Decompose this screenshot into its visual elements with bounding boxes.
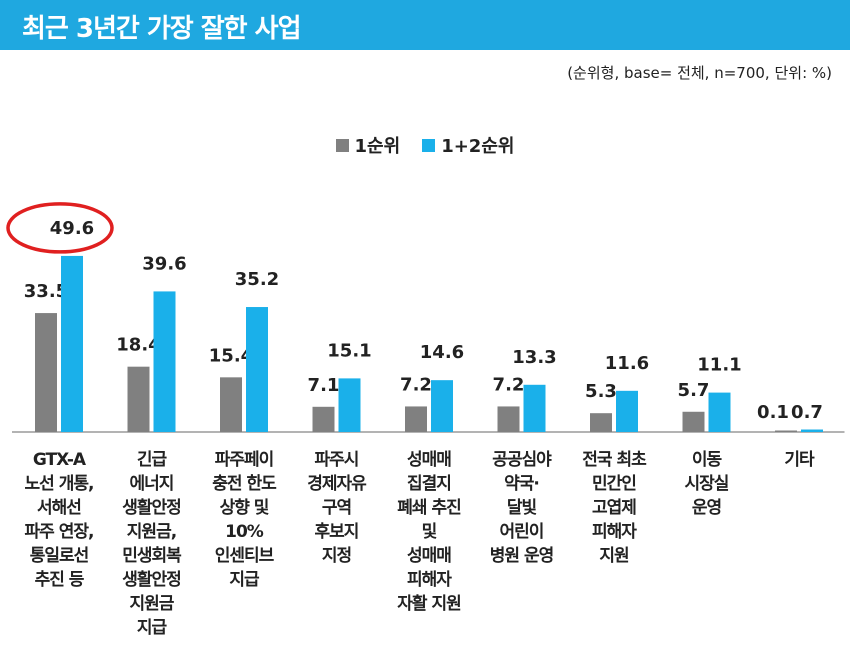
category-label-1: 긴급 에너지 생활안정 지원금, 민생회복 생활안정 지원금 지급 bbox=[122, 450, 182, 638]
bar-rank12-3 bbox=[338, 378, 361, 432]
bar-rank1-0 bbox=[35, 313, 57, 432]
bar-rank1-5 bbox=[497, 406, 520, 432]
page-title: 최근 3년간 가장 잘한 사업 bbox=[22, 14, 301, 44]
category-label-6: 전국 최초 민간인 고엽제 피해자 지원 bbox=[582, 450, 646, 566]
legend-label-rank12: 1+2순위 bbox=[441, 136, 515, 157]
category-label-3: 파주시 경제자유 구역 후보지 지정 bbox=[307, 450, 367, 566]
value-label-rank1-5: 7.2 bbox=[493, 374, 525, 395]
bar-rank1-6 bbox=[590, 413, 612, 432]
value-label-rank12-8: 0.7 bbox=[791, 402, 823, 423]
value-label-rank1-7: 5.7 bbox=[678, 380, 710, 401]
category-label-2: 파주페이 충전 한도 상향 및 10% 인센티브 지급 bbox=[212, 450, 276, 590]
bar-rank1-2 bbox=[220, 377, 242, 432]
title-bar: 최근 3년간 가장 잘한 사업 bbox=[0, 0, 850, 50]
highlight-circle bbox=[6, 202, 114, 254]
bar-rank1-3 bbox=[312, 406, 335, 432]
value-label-rank12-0: 49.6 bbox=[50, 218, 94, 239]
value-label-rank12-1: 39.6 bbox=[142, 253, 186, 274]
value-label-rank12-4: 14.6 bbox=[420, 342, 464, 363]
chart-subtitle: (순위형, base= 전체, n=700, 단위: %) bbox=[567, 64, 832, 82]
bar-rank12-4 bbox=[431, 380, 453, 432]
bar-rank12-2 bbox=[246, 307, 268, 432]
legend-item-rank12: 1+2순위 bbox=[422, 132, 514, 158]
bar-rank12-8 bbox=[801, 429, 823, 432]
legend-swatch-rank12 bbox=[422, 138, 436, 152]
legend-item-rank1: 1순위 bbox=[335, 132, 401, 158]
bar-rank12-1 bbox=[153, 291, 176, 432]
category-label-8: 기타 bbox=[784, 450, 814, 470]
value-label-rank12-3: 15.1 bbox=[327, 340, 371, 361]
bar-chart: 33.5 18.4 15.4 7.1 7.2 7.2 5.3 5.7 0.1 49.6 39.6 35… bbox=[6, 202, 845, 433]
category-label-5: 공공심야 약국· 달빛 어린이 병원 운영 bbox=[489, 450, 554, 566]
bar-rank12-5 bbox=[523, 384, 546, 432]
bar-rank1-4 bbox=[405, 406, 427, 432]
bar-rank1-7 bbox=[682, 411, 705, 432]
value-label-rank12-5: 13.3 bbox=[512, 347, 556, 368]
value-label-rank1-6: 5.3 bbox=[585, 381, 617, 402]
bar-rank12-7 bbox=[708, 392, 731, 432]
category-label-4: 성매매 집결지 폐쇄 추진 및 성매매 피해자 자활 지원 bbox=[397, 450, 461, 614]
bar-rank12-6 bbox=[616, 390, 638, 432]
bar-rank1-8 bbox=[775, 430, 797, 432]
value-label-rank1-4: 7.2 bbox=[400, 374, 432, 395]
value-label-rank1-8: 0.1 bbox=[757, 402, 789, 423]
value-label-rank1-1: 18.4 bbox=[116, 335, 160, 356]
category-label-7: 이동 시장실 운영 bbox=[684, 450, 730, 518]
legend: 1순위 1+2순위 bbox=[0, 132, 850, 158]
legend-swatch-rank1 bbox=[335, 138, 349, 152]
legend-label-rank1: 1순위 bbox=[354, 136, 401, 157]
value-label-rank1-3: 7.1 bbox=[308, 375, 340, 396]
bar-rank12-0 bbox=[61, 255, 83, 432]
bar-rank1-1 bbox=[127, 366, 150, 432]
category-label-0: GTX-A 노선 개통, 서해선 파주 연장, 통일로선 추진 등 bbox=[24, 450, 95, 590]
value-label-rank1-2: 15.4 bbox=[209, 345, 253, 366]
value-label-rank12-6: 11.6 bbox=[605, 353, 649, 374]
value-label-rank12-2: 35.2 bbox=[235, 269, 279, 290]
value-label-rank1-0: 33.5 bbox=[24, 281, 68, 302]
value-label-rank12-7: 11.1 bbox=[697, 355, 741, 376]
category-labels: GTX-A 노선 개통, 서해선 파주 연장, 통일로선 추진 등 긴급 에너지 … bbox=[0, 448, 850, 672]
